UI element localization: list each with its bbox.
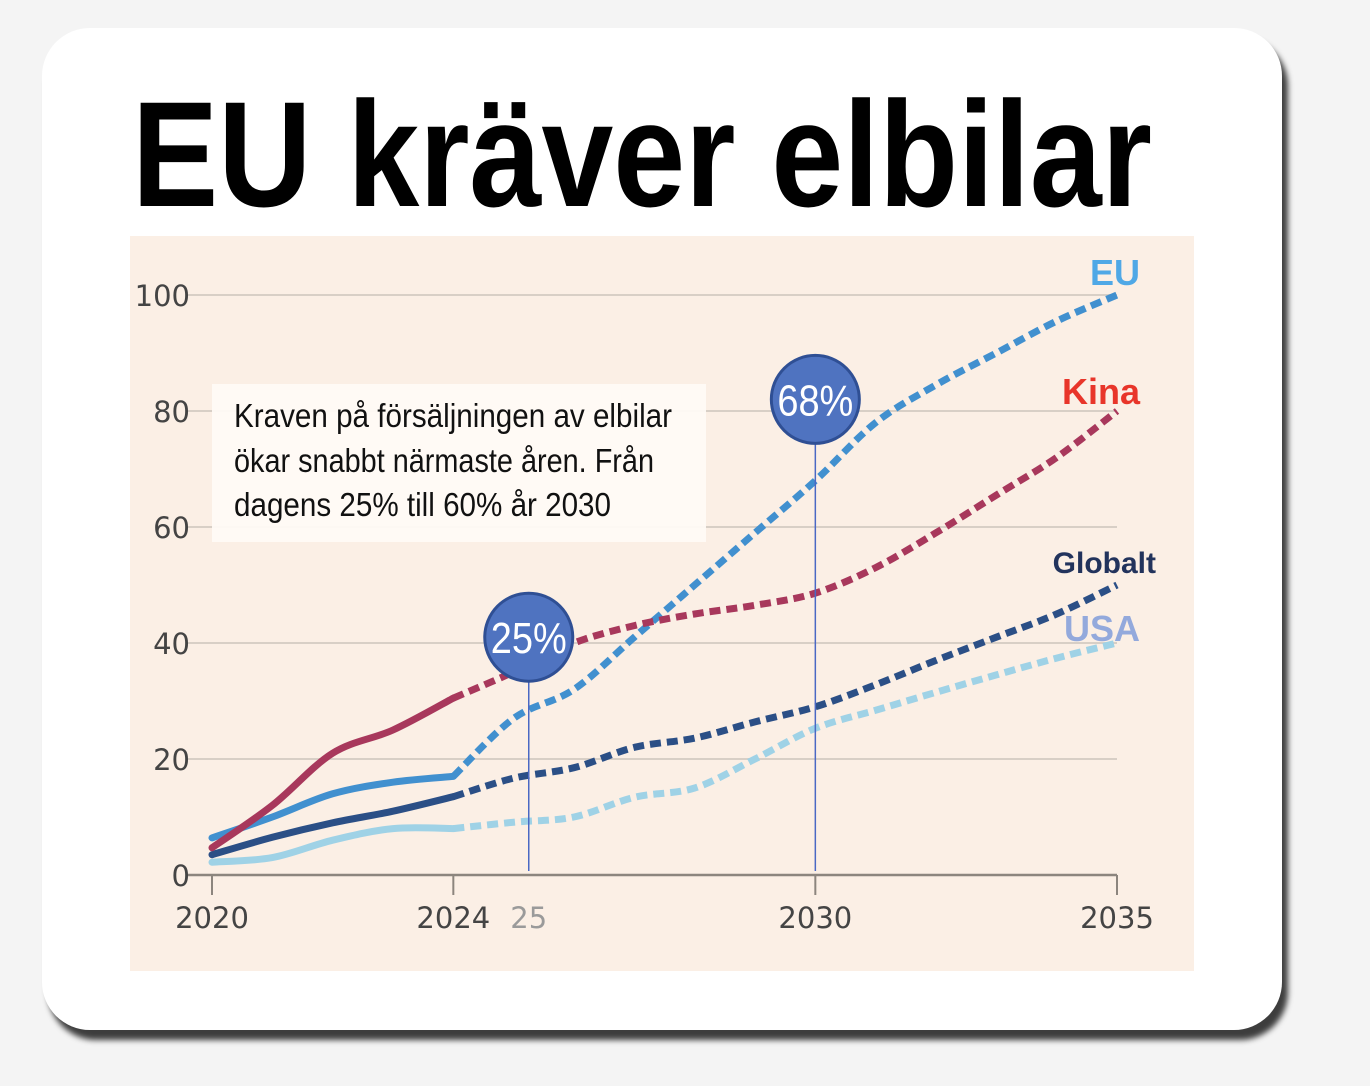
x-tick-label: 2035 (1080, 901, 1154, 935)
series-label-usa: USA (1064, 608, 1140, 649)
annotation-badge (483, 591, 575, 683)
y-tick-label: 20 (153, 743, 190, 777)
series-label-globalt: Globalt (1053, 547, 1156, 580)
series-lines (208, 291, 1120, 866)
note-background (212, 384, 706, 542)
series-labels: Kina EU Globalt USA (1053, 252, 1156, 649)
series-line-forecast-globalt (452, 581, 1119, 801)
series-label-eu: EU (1090, 252, 1140, 293)
series-line-actual-kina (208, 694, 457, 852)
series-line-forecast-usa (452, 639, 1118, 833)
note-box: Kraven på försäljningen av elbilar ökar … (212, 384, 706, 542)
y-tick-label: 40 (153, 627, 190, 661)
y-tick-label: 100 (135, 279, 190, 313)
series-line-actual-eu (208, 772, 457, 842)
plot-background (130, 236, 1194, 971)
x-tick-label: 2020 (175, 901, 249, 935)
chart-title: EU kräver elbilar (132, 70, 1152, 238)
annotations: 25% 68% (483, 353, 861, 871)
x-tick-label: 2024 (416, 901, 490, 935)
annotation-label: 68% (777, 376, 853, 425)
note-line: ökar snabbt närmaste åren. Från (234, 442, 654, 479)
y-tick-label: 80 (153, 395, 190, 429)
annotation-badge (769, 353, 861, 445)
series-line-actual-globalt (208, 793, 457, 859)
x-tick-label: 25 (510, 901, 547, 935)
series-line-forecast-eu (450, 291, 1119, 779)
series-line-actual-usa (208, 824, 457, 866)
x-tick-label: 2030 (778, 901, 852, 935)
axis-ticks: 0 20 40 60 80 100 2020 2024 25 2030 2035 (135, 279, 1154, 935)
annotation-label: 25% (491, 614, 567, 663)
series-label-kina: Kina (1062, 371, 1141, 412)
note-line: Kraven på försäljningen av elbilar (234, 397, 672, 434)
note-line: dagens 25% till 60% år 2030 (234, 486, 611, 523)
y-tick-label: 0 (172, 859, 190, 893)
y-tick-label: 60 (153, 511, 190, 545)
